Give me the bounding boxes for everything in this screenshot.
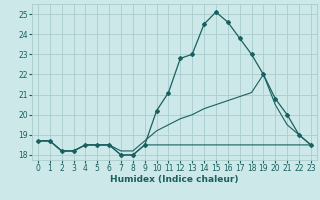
X-axis label: Humidex (Indice chaleur): Humidex (Indice chaleur) (110, 175, 239, 184)
